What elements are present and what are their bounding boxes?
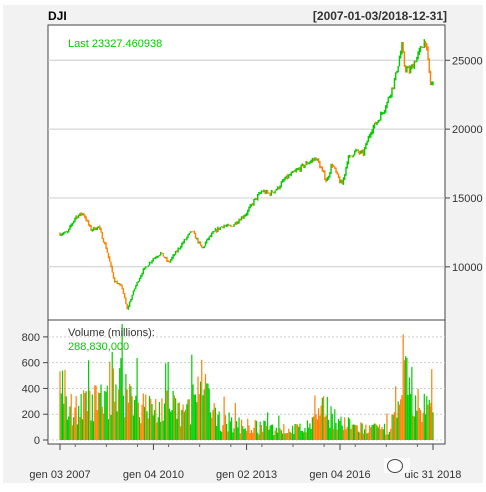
volume-axis: 0 200 400 600 800 [22,332,48,447]
price-candles [59,39,434,310]
volume-tick-label: 0 [34,435,40,447]
x-tick-label: gen 04 2010 [123,469,184,481]
price-tick-label: 15000 [452,193,483,205]
price-grid [48,59,445,268]
volume-tick-label: 200 [22,409,40,421]
x-axis: gen 03 2007 gen 04 2010 gen 02 2013 gen 04 … [29,444,461,481]
date-range: [2007-01-03/2018-12-31] [313,9,447,23]
x-tick-label: gen 02 2013 [216,469,277,481]
price-tick-label: 10000 [452,262,483,274]
wechat-icon [387,458,403,473]
volume-tick-label: 600 [22,358,40,370]
volume-tick-label: 400 [22,383,40,395]
price-axis: 10000 15000 20000 25000 [445,55,483,274]
price-panel [47,24,446,321]
last-price-label: Last 23327.460938 [68,38,162,50]
volume-title: Volume (millions): [68,327,155,339]
x-tick-label: gen 03 2007 [29,469,90,481]
price-tick-label: 25000 [452,55,483,67]
volume-value: 288,830,000 [68,341,129,353]
price-tick-label: 20000 [452,124,483,136]
x-tick-label: gen 04 2016 [309,469,370,481]
watermark [384,458,410,473]
volume-tick-label: 800 [22,332,40,344]
chart-title: DJI [48,9,67,23]
volume-bars [59,324,434,440]
x-tick-label: dic 31 2018 [405,469,462,481]
